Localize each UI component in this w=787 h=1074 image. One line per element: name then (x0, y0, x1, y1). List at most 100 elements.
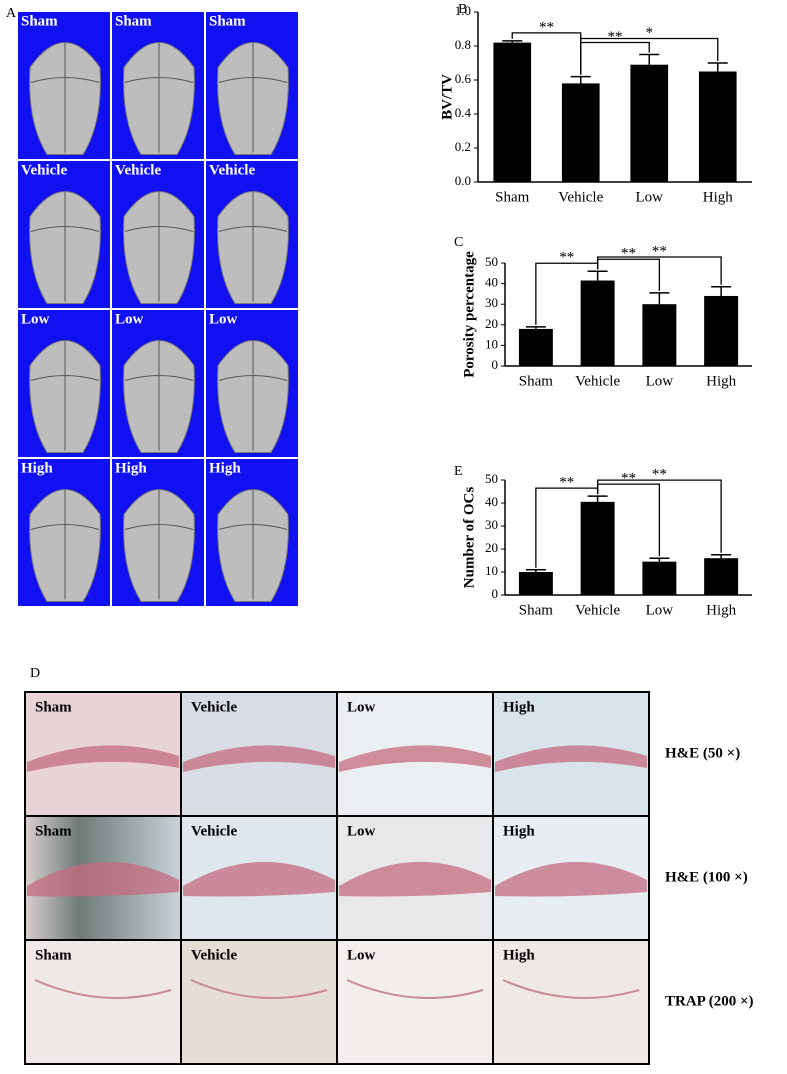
tile-label: High (21, 460, 53, 476)
error-bar (711, 285, 732, 296)
suture (30, 191, 100, 302)
histology-image (492, 939, 650, 1065)
suture (218, 489, 288, 600)
y-tick-label: 0.4 (455, 105, 472, 120)
tile-label: Vehicle (209, 162, 255, 178)
image-label: Low (347, 699, 376, 715)
y-tick-label: 0 (492, 357, 499, 372)
image-label: Low (347, 947, 376, 963)
tile-label: High (209, 460, 241, 476)
error-bar (587, 495, 608, 502)
tile-label: Low (21, 311, 50, 327)
x-tick-label: Low (646, 602, 674, 618)
error-bar (649, 557, 670, 562)
suture (124, 340, 194, 451)
y-tick-label: 20 (485, 316, 498, 331)
error-bar (587, 270, 608, 281)
y-tick-label: 50 (485, 471, 498, 486)
suture (124, 489, 194, 600)
significance-label: ** (652, 467, 667, 483)
tile-label: Sham (115, 13, 152, 29)
tissue (495, 861, 647, 897)
x-tick-label: Sham (519, 602, 554, 618)
x-tick-label: High (706, 602, 737, 618)
tissue (183, 745, 335, 772)
panel-label: A (6, 6, 17, 21)
y-tick-label: 10 (485, 336, 498, 351)
image-label: Vehicle (191, 947, 237, 963)
y-tick-label: 50 (485, 254, 498, 269)
x-tick-label: High (703, 189, 734, 205)
image-label: Sham (35, 699, 72, 715)
image-label: High (503, 947, 535, 963)
significance-label: ** (539, 19, 554, 35)
y-tick-label: 0 (492, 586, 499, 601)
significance-label: ** (559, 475, 574, 491)
tissue (339, 745, 491, 772)
image-label: High (503, 699, 535, 715)
bar (698, 71, 737, 182)
y-tick-label: 30 (485, 517, 498, 532)
tissue (339, 861, 491, 897)
significance-label: ** (621, 471, 636, 487)
x-tick-label: Low (636, 189, 664, 205)
panel-label: D (30, 666, 40, 681)
significance-label: ** (608, 29, 623, 45)
tile-label: Vehicle (21, 162, 67, 178)
bar (642, 304, 677, 366)
image-label: Vehicle (191, 823, 237, 839)
x-tick-label: Vehicle (575, 373, 620, 389)
x-tick-label: High (706, 373, 737, 389)
bar (580, 280, 615, 366)
error-bar (711, 554, 732, 559)
panel-label: C (454, 235, 463, 250)
row-label: H&E (50 ×) (665, 745, 740, 761)
significance-bracket (596, 479, 722, 553)
error-bar (639, 53, 660, 65)
y-tick-label: 1.0 (455, 3, 471, 18)
suture (30, 489, 100, 600)
tile-label: Low (209, 311, 238, 327)
bar (704, 558, 739, 595)
y-axis-label: Porosity percentage (461, 251, 477, 378)
error-bar (525, 568, 546, 572)
image-label: Sham (35, 823, 72, 839)
row-label: H&E (100 ×) (665, 869, 748, 885)
x-tick-label: Sham (519, 373, 554, 389)
tile-label: Vehicle (115, 162, 161, 178)
error-bar (525, 326, 546, 329)
x-tick-label: Vehicle (558, 189, 603, 205)
image-label: Low (347, 823, 376, 839)
histology-image (336, 939, 494, 1065)
significance-label: * (646, 25, 654, 41)
tissue (502, 979, 640, 999)
row-label: TRAP (200 ×) (665, 993, 754, 1009)
x-tick-label: Low (646, 373, 674, 389)
bar (580, 501, 615, 595)
suture (218, 340, 288, 451)
significance-label: ** (652, 243, 667, 259)
y-tick-label: 30 (485, 295, 498, 310)
tissue (183, 861, 335, 897)
significance-label: ** (621, 246, 636, 262)
x-tick-label: Sham (495, 189, 530, 205)
tissue (27, 861, 179, 897)
y-tick-label: 20 (485, 540, 498, 555)
tile-label: Sham (209, 13, 246, 29)
bar (630, 64, 669, 182)
y-axis-label: BV/TV (439, 74, 455, 120)
suture (124, 191, 194, 302)
tissue (34, 979, 172, 999)
bar (561, 83, 600, 182)
tissue (495, 745, 647, 772)
tissue (346, 979, 484, 999)
image-label: Vehicle (191, 699, 237, 715)
bar (518, 328, 553, 366)
y-tick-label: 10 (485, 563, 498, 578)
tile-label: High (115, 460, 147, 476)
bar (642, 561, 677, 595)
tile-label: Low (115, 311, 144, 327)
y-axis-label: Number of OCs (461, 487, 477, 589)
y-tick-label: 0.2 (455, 139, 471, 154)
